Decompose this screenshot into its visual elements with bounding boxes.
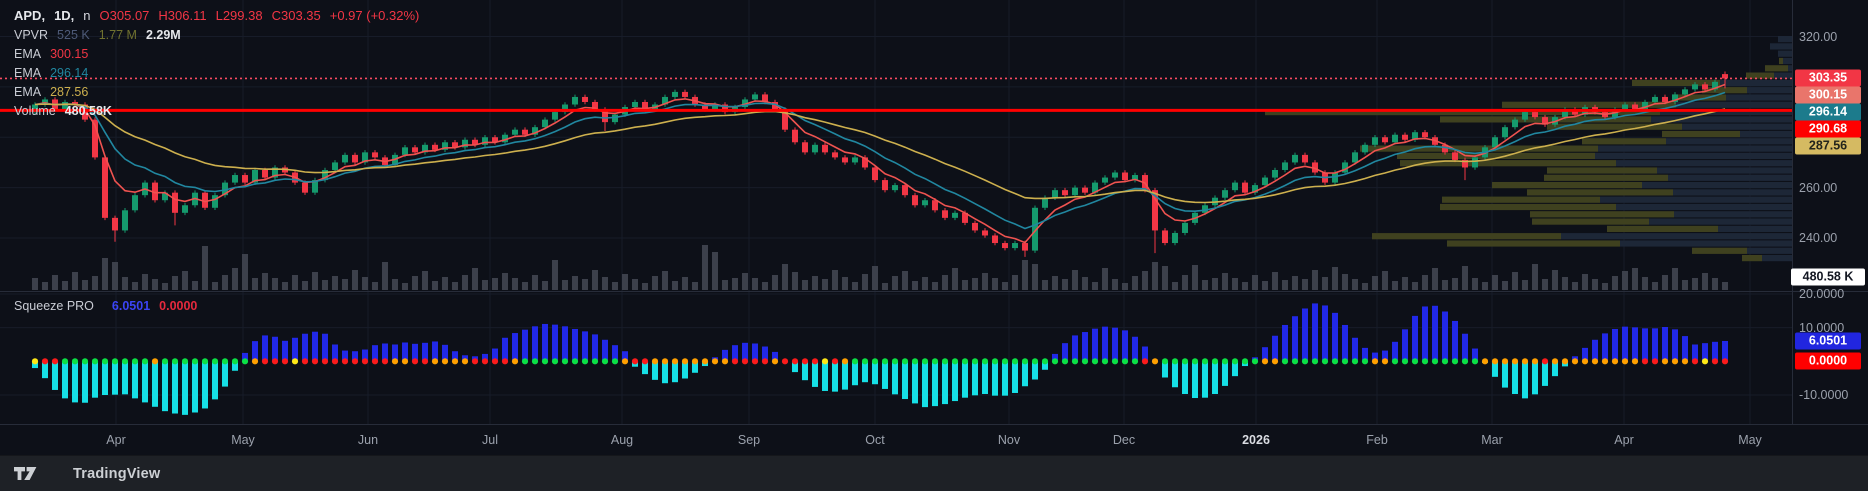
x-axis-month-label: Apr	[1614, 433, 1634, 447]
price-badge: 300.15	[1795, 86, 1861, 104]
legend-study-row[interactable]: EMA 287.56	[14, 82, 419, 101]
price-axis-label: 260.00	[1799, 180, 1838, 195]
ohlc-row: APD, 1D, n O305.07 H306.11 L299.38 C303.…	[14, 6, 419, 25]
change-value: +0.97 (+0.32%)	[329, 8, 420, 23]
close-value: C303.35	[271, 8, 321, 23]
x-axis-month-label: Sep	[737, 433, 761, 447]
study-name: VPVR	[14, 27, 49, 42]
ema-line-slow	[34, 103, 1726, 204]
study-value: 296.14	[50, 65, 89, 80]
price-lines	[0, 77, 1792, 112]
x-axis-month-label: Oct	[865, 433, 885, 447]
x-axis-month-label: Jun	[357, 433, 379, 447]
volume-value-badge: 480.58 K	[1791, 268, 1865, 286]
vpvr-profile	[1265, 36, 1792, 262]
study-name: EMA	[14, 65, 42, 80]
squeeze-value-badge: 0.0000	[1795, 352, 1861, 370]
squeeze-pro-label[interactable]: Squeeze PRO	[14, 298, 94, 313]
squeeze-axis-label: 10.0000	[1799, 320, 1845, 335]
x-axis-month-label: Jul	[482, 433, 498, 447]
study-name: EMA	[14, 84, 42, 99]
x-axis-month-label: May	[1738, 433, 1762, 447]
price-axis-label: 320.00	[1799, 29, 1838, 44]
price-badge: 287.56	[1795, 137, 1861, 155]
chart-canvas[interactable]	[0, 0, 1868, 455]
legend-study-row[interactable]: EMA 296.14	[14, 63, 419, 82]
study-name: Volume	[14, 103, 56, 118]
study-value: 480.58K	[64, 103, 112, 118]
x-axis-month-label: Dec	[1112, 433, 1136, 447]
tradingview-brand-text[interactable]: TradingView	[73, 466, 161, 482]
price-axis-label: 240.00	[1799, 231, 1838, 245]
study-value: 287.56	[50, 84, 89, 99]
ema-line-mid	[34, 91, 1726, 230]
x-axis-month-label: Aug	[610, 433, 634, 447]
legend-study-row[interactable]: Volume 480.58K	[14, 101, 419, 120]
study-value: 300.15	[50, 46, 89, 61]
tradingview-logo-icon[interactable]	[13, 465, 39, 483]
bottom-toolbar: TradingView	[0, 455, 1868, 491]
squeeze-momentum-dots	[31, 358, 1729, 365]
study-value: 525 K	[57, 27, 90, 42]
price-badge: 290.68	[1795, 120, 1861, 138]
x-axis-month-label: Apr	[106, 433, 126, 447]
squeeze-value-badge: 6.0501	[1795, 332, 1861, 350]
squeeze-legend-value: 6.0501	[111, 298, 151, 313]
market-flag: n	[83, 8, 91, 23]
study-value: 1.77 M	[98, 27, 137, 42]
x-axis-month-label: Feb	[1366, 433, 1388, 447]
interval-label[interactable]: 1D,	[54, 8, 75, 23]
symbol-name[interactable]: APD,	[14, 8, 46, 23]
symbol-legend: APD, 1D, n O305.07 H306.11 L299.38 C303.…	[14, 6, 419, 120]
high-value: H306.11	[158, 8, 207, 23]
squeeze-axis-label: -10.0000	[1799, 388, 1849, 402]
legend-study-row[interactable]: EMA 300.15	[14, 44, 419, 63]
studies-legend: VPVR 525 K 1.77 M 2.29M EMA 300.15 EMA 296.14 EM…	[14, 25, 419, 120]
squeeze-legend-value: 0.0000	[159, 298, 198, 313]
open-value: O305.07	[99, 8, 150, 23]
x-axis-month-label: Nov	[997, 433, 1021, 447]
squeeze-pro-legend: Squeeze PRO 6.0501 0.0000	[14, 296, 197, 315]
squeeze-histogram	[32, 303, 1728, 415]
study-name: EMA	[14, 46, 42, 61]
legend-study-row[interactable]: VPVR 525 K 1.77 M 2.29M	[14, 25, 419, 44]
x-axis-month-label: Mar	[1481, 433, 1503, 447]
time-axis[interactable]: Apr May Jun Jul Aug Sep Oct Nov Dec 2026 Feb Mar Apr…	[0, 424, 1868, 455]
squeeze-axis-label: 20.0000	[1799, 287, 1845, 301]
x-axis-month-label: May	[231, 433, 255, 447]
low-value: L299.38	[215, 8, 263, 23]
x-axis-month-label: 2026	[1242, 433, 1270, 447]
price-badge: 296.14	[1795, 103, 1861, 121]
price-badge: 303.35	[1795, 69, 1861, 87]
volume-series	[32, 245, 1728, 290]
study-value: 2.29M	[145, 27, 181, 42]
